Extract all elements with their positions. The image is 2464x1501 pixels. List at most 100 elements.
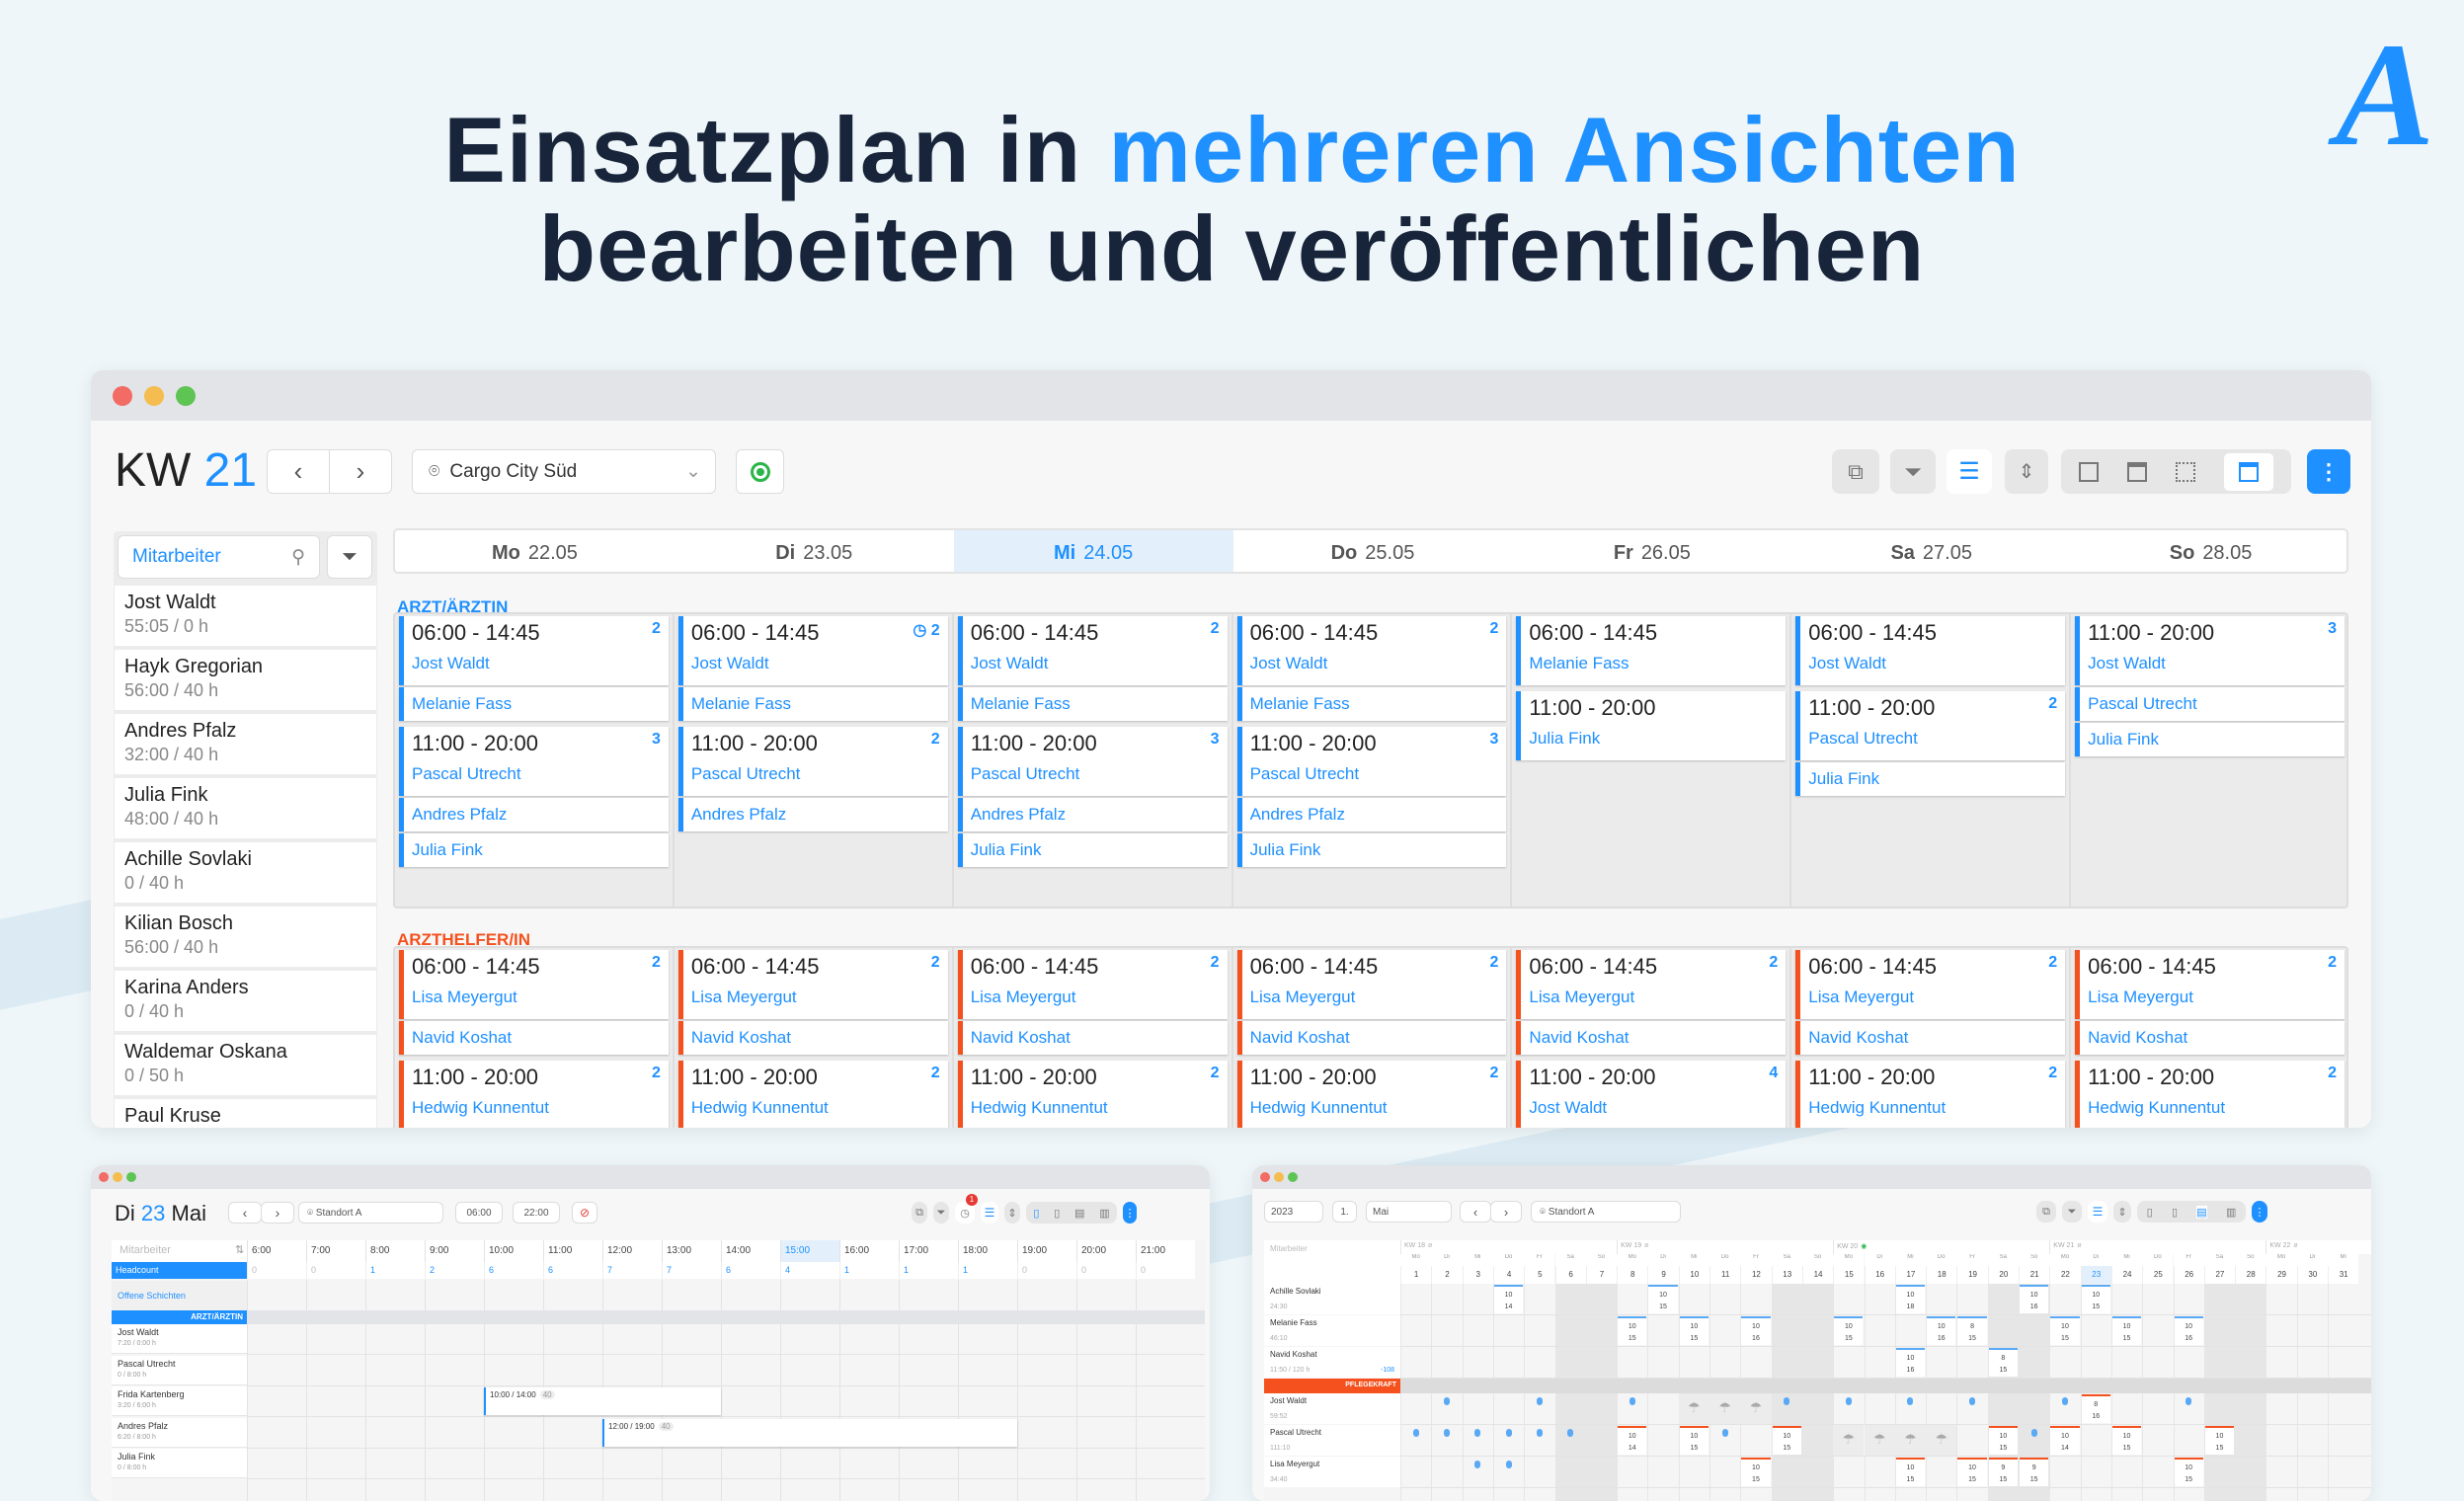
assigned-employee[interactable]: Navid Koshat (1516, 1021, 1787, 1055)
week-label[interactable]: KW 19 ø (1617, 1240, 1834, 1254)
employee-row[interactable]: Julia Fink 0 / 8:00 h (112, 1449, 247, 1478)
copy-icon[interactable]: ⧉ (2036, 1201, 2056, 1223)
shift-cell[interactable]: 10 14 (1493, 1285, 1524, 1313)
assigned-employee[interactable]: Lisa Meyergut (1529, 988, 1635, 1006)
assigned-employee[interactable]: Lisa Meyergut (2088, 988, 2193, 1006)
vacation-icon[interactable]: ☂ (1709, 1393, 1741, 1424)
week-view-icon[interactable]: ▯ (1054, 1207, 1061, 1220)
shift-card[interactable]: 06:00 - 14:45 Lisa Meyergut 2 (2075, 950, 2345, 1019)
unpublished-icon[interactable]: ø (1428, 1242, 1433, 1249)
filter-button[interactable]: ⏷ (1890, 449, 1936, 494)
shift-card[interactable]: 11:00 - 20:00 Pascal Utrecht 2 (1795, 691, 2066, 760)
location-select[interactable]: ⌾ Cargo City Süd ⌄ (412, 449, 716, 494)
shift-cell[interactable]: 10 14 (1618, 1426, 1647, 1455)
view-switcher[interactable]: ▯ ▯ ▤ ▥ (1026, 1202, 1117, 1224)
assigned-employee[interactable]: Pascal Utrecht (2075, 687, 2345, 721)
shift-card[interactable]: 11:00 - 20:00 Pascal Utrecht 3 (1236, 727, 1507, 796)
day-number[interactable]: 19 (1956, 1266, 1988, 1284)
board-view-icon[interactable]: ▥ (2225, 1206, 2237, 1219)
week-label[interactable]: KW 20 ◉ (1833, 1240, 2050, 1254)
day-number[interactable]: 6 (1554, 1266, 1586, 1284)
day-header-fr[interactable]: Fr 26.05 (1512, 530, 1791, 572)
assigned-employee[interactable]: Andres Pfalz (1236, 798, 1507, 831)
assigned-employee[interactable]: Navid Koshat (957, 1021, 1228, 1055)
employee-list-item[interactable]: Karina Anders 0 / 40 h (115, 971, 376, 1033)
day-number[interactable]: 24 (2110, 1266, 2143, 1284)
assigned-employee[interactable]: Pascal Utrecht (412, 764, 521, 783)
day-header-do[interactable]: Do 25.05 (1233, 530, 1513, 572)
availability-dot[interactable] (1969, 1397, 1976, 1405)
assigned-employee[interactable]: Jost Waldt (970, 654, 1049, 672)
compress-icon[interactable]: ⇕ (2113, 1201, 2131, 1223)
employee-row[interactable]: Achille Sovlaki 24:30 (1264, 1284, 1400, 1314)
month-view-icon[interactable]: ▤ (1074, 1207, 1085, 1220)
employee-row[interactable]: Melanie Fass 46:10 (1264, 1315, 1400, 1346)
availability-dot[interactable] (1474, 1429, 1481, 1437)
vacation-icon[interactable]: ☂ (1740, 1393, 1772, 1424)
assigned-employee[interactable]: Lisa Meyergut (690, 988, 797, 1006)
compress-button[interactable]: ⇕ (2005, 449, 2048, 494)
day-number[interactable]: 13 (1771, 1266, 1802, 1284)
assigned-employee[interactable]: Melanie Fass (957, 687, 1228, 721)
assigned-employee[interactable]: Pascal Utrecht (970, 764, 1080, 783)
assigned-employee[interactable]: Julia Fink (1236, 833, 1507, 867)
day-number[interactable]: 29 (2265, 1266, 2297, 1284)
prev-week-button[interactable]: ‹ (267, 449, 330, 494)
day-number[interactable]: 18 (1926, 1266, 1957, 1284)
assigned-employee[interactable]: Pascal Utrecht (690, 764, 801, 783)
copy-icon[interactable]: ⧉ (912, 1202, 927, 1224)
close-window-button[interactable] (99, 1172, 109, 1182)
assigned-employee[interactable]: Hedwig Kunnentut (690, 1098, 829, 1117)
day-number[interactable]: 4 (1492, 1266, 1525, 1284)
employee-row[interactable]: Pascal Utrecht 111:10 (1264, 1425, 1400, 1456)
shift-cell[interactable]: 10 14 (2050, 1426, 2080, 1455)
shift-cell[interactable]: 10 18 (1895, 1285, 1926, 1313)
shift-cell[interactable]: 10 15 (1988, 1426, 2018, 1455)
unpublished-icon[interactable]: ø (2077, 1242, 2082, 1249)
availability-dot[interactable] (1412, 1429, 1419, 1437)
day-number[interactable]: 10 (1678, 1266, 1709, 1284)
assigned-employee[interactable]: Pascal Utrecht (1808, 729, 1918, 748)
next-week-button[interactable]: › (329, 449, 392, 494)
availability-dot[interactable] (2030, 1429, 2037, 1437)
assigned-employee[interactable]: Melanie Fass (677, 687, 948, 721)
shift-cell[interactable]: 10 15 (1618, 1316, 1647, 1345)
close-window-button[interactable] (1260, 1172, 1270, 1182)
shift-card[interactable]: 11:00 - 20:00 Jost Waldt 4 (1516, 1061, 1787, 1128)
filter-icon[interactable]: ⏷ (2062, 1201, 2082, 1223)
hidden-toggle[interactable]: ⊘ (572, 1202, 597, 1224)
availability-dot[interactable] (1474, 1461, 1481, 1468)
shift-card[interactable]: 06:00 - 14:45 Lisa Meyergut 2 (957, 950, 1228, 1019)
shift-card[interactable]: 11:00 - 20:00 Hedwig Kunnentut 2 (2075, 1061, 2345, 1128)
maximize-window-button[interactable] (126, 1172, 136, 1182)
day-number[interactable]: 2 (1431, 1266, 1463, 1284)
prev-day-button[interactable]: ‹ (228, 1202, 262, 1224)
employee-list-item[interactable]: Waldemar Oskana 0 / 50 h (115, 1035, 376, 1097)
shift-cell[interactable]: 10 16 (1927, 1316, 1956, 1345)
availability-dot[interactable] (2061, 1397, 2068, 1405)
group-header[interactable] (1264, 1379, 2371, 1393)
availability-dot[interactable] (1536, 1397, 1543, 1405)
assigned-employee[interactable]: Navid Koshat (1236, 1021, 1507, 1055)
day-header-di[interactable]: Di 23.05 (675, 530, 954, 572)
employee-row[interactable]: Andres Pfalz 6:20 / 8:00 h (112, 1417, 247, 1448)
next-day-button[interactable]: › (261, 1202, 294, 1224)
end-time-select[interactable]: 22:00 (513, 1202, 560, 1224)
shift-cell[interactable]: 10 15 (2111, 1316, 2142, 1345)
day-number[interactable]: 14 (1801, 1266, 1834, 1284)
shift-cell[interactable]: 8 16 (2081, 1394, 2110, 1423)
employee-search-input[interactable]: Mitarbeiter (112, 1240, 247, 1262)
assigned-employee[interactable]: Jost Waldt (1808, 654, 1887, 672)
shift-card[interactable]: 11:00 - 20:00 Hedwig Kunnentut 2 (677, 1061, 948, 1128)
day-number[interactable]: 22 (2049, 1266, 2081, 1284)
shift-block[interactable]: 10:00 / 14:00 40 (484, 1387, 721, 1415)
assigned-employee[interactable]: Melanie Fass (1236, 687, 1507, 721)
month-select[interactable]: Mai (1366, 1201, 1452, 1223)
shift-cell[interactable]: 10 15 (1895, 1458, 1926, 1486)
shift-card[interactable]: 11:00 - 20:00 Pascal Utrecht 2 (677, 727, 948, 796)
assigned-employee[interactable]: Julia Fink (1795, 762, 2066, 796)
minimize-window-button[interactable] (113, 1172, 122, 1182)
shift-card[interactable]: 06:00 - 14:45 Lisa Meyergut 2 (399, 950, 669, 1019)
day-view-icon[interactable]: ▯ (2146, 1206, 2153, 1219)
availability-dot[interactable] (1567, 1429, 1574, 1437)
